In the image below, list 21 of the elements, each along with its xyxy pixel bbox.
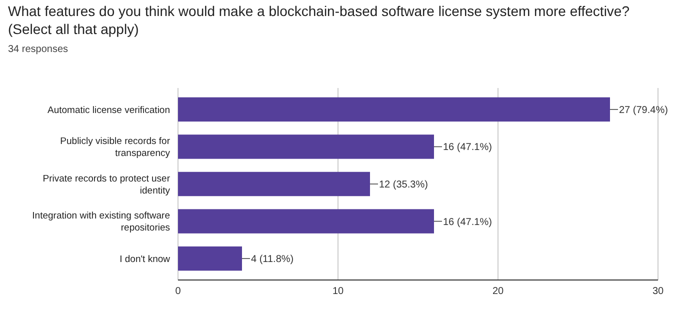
bar [178, 246, 242, 271]
y-tick-label: Private records to protect user identity [42, 173, 170, 196]
data-label: 16 (47.1%) [443, 216, 492, 228]
bar [178, 134, 434, 159]
bar [178, 172, 370, 196]
data-label: 12 (35.3%) [379, 180, 428, 190]
y-tick-label: Integration with existing software repositories [32, 210, 170, 234]
x-tick-label: 10 [332, 286, 344, 297]
x-tick-label: 0 [175, 286, 182, 297]
x-tick-label: 20 [492, 286, 504, 297]
y-tick-label: Automatic license verification [48, 104, 170, 116]
y-tick-label: I don't know [120, 254, 170, 265]
data-label: 4 (11.8%) [251, 254, 294, 266]
text: 34 responses [8, 44, 68, 55]
data-label: 27 (79.4%) [619, 104, 668, 116]
data-label: 16 (47.1%) [443, 142, 492, 154]
bar [178, 97, 610, 122]
x-tick-label: 30 [652, 286, 664, 297]
chart-title: What features do you think would make a blockchain-based software license system more effective? (Select all that apply) [8, 3, 630, 37]
bar [178, 209, 434, 234]
y-tick-label: Publicly visible records for transparency [60, 136, 170, 160]
